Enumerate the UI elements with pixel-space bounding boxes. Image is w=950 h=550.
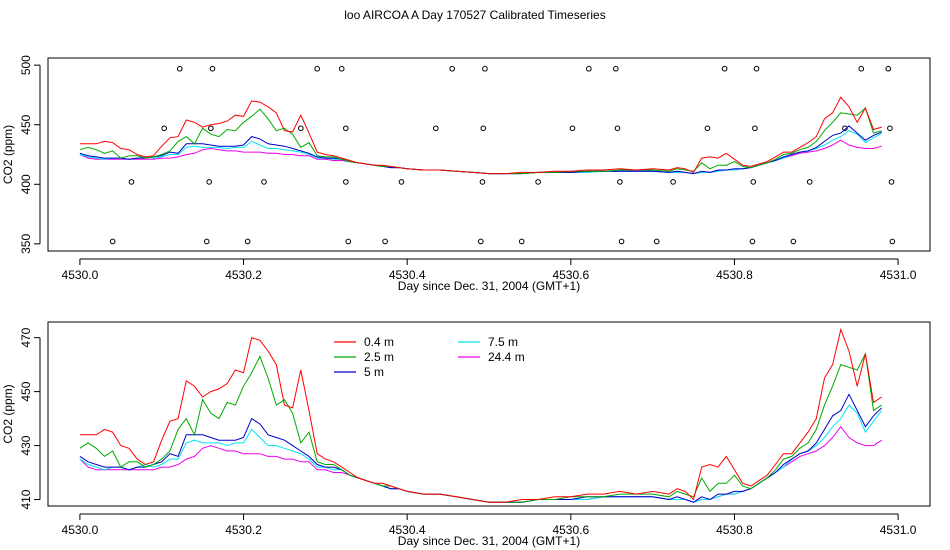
calibration-point: [586, 65, 592, 72]
top-x-tick-label: 4530.2: [225, 268, 262, 282]
calibration-point: [338, 65, 345, 72]
bottom-y-tick-label: 450: [19, 381, 33, 401]
calibration-point: [343, 125, 349, 132]
bottom-x-tick-label: 4530.4: [389, 523, 426, 537]
calibration-point: [753, 65, 760, 72]
top-y-tick-label: 400: [19, 174, 33, 194]
bottom-x-tick-label: 4530.0: [62, 523, 99, 537]
top-series-line: [79, 96, 882, 175]
calibration-point: [749, 238, 756, 245]
top-series-line: [79, 130, 882, 175]
calibration-point: [569, 125, 576, 132]
top-x-tick-label: 4530.0: [62, 268, 99, 282]
calibration-point: [721, 65, 728, 72]
series-line-0-4-m: [79, 327, 882, 503]
calibration-point: [806, 179, 813, 185]
top-x-axis-label: Day since Dec. 31, 2004 (GMT+1): [398, 279, 580, 293]
calibration-point: [345, 238, 352, 245]
calibration-point: [343, 179, 349, 185]
calibration-point: [518, 238, 525, 245]
calibration-point: [479, 179, 486, 185]
legend-label: 24.4 m: [488, 350, 525, 364]
calibration-point: [482, 65, 488, 72]
calibration-point: [382, 238, 388, 245]
calibration-point: [161, 125, 167, 132]
calibration-point: [449, 65, 455, 72]
calibration-point: [314, 65, 320, 72]
top-plot-frame: [47, 57, 931, 252]
calibration-point: [209, 65, 216, 72]
top-series-line: [79, 139, 882, 175]
bottom-x-tick-label: 4530.2: [225, 523, 262, 537]
calibration-point: [653, 238, 660, 245]
calibration-point: [206, 179, 212, 185]
legend-label: 5 m: [364, 365, 384, 379]
top-y-axis-label: CO2 (ppm): [1, 125, 15, 184]
calibration-point: [888, 179, 895, 185]
calibration-point: [889, 238, 896, 245]
calibration-point: [203, 238, 210, 245]
calibration-point: [433, 125, 439, 132]
calibration-point: [750, 179, 757, 185]
top-x-tick-label: 4530.6: [552, 268, 589, 282]
calibration-point: [752, 125, 758, 132]
series-line-7-5-m: [79, 404, 883, 503]
calibration-point: [535, 179, 541, 185]
calibration-point: [618, 238, 625, 245]
legend-label: 7.5 m: [488, 335, 518, 349]
calibration-point: [261, 179, 267, 185]
top-x-tick-label: 4530.4: [389, 268, 426, 282]
calibration-point: [790, 238, 797, 245]
calibration-point: [298, 125, 304, 132]
calibration-point: [670, 179, 676, 185]
legend-label: 0.4 m: [364, 335, 394, 349]
top-x-tick-label: 4531.0: [880, 268, 917, 282]
bottom-y-tick-label: 410: [19, 489, 33, 509]
calibration-point: [480, 125, 487, 132]
series-line-24-4-m: [79, 425, 882, 503]
bottom-plot-frame: [47, 321, 931, 507]
bottom-x-axis-label: Day since Dec. 31, 2004 (GMT+1): [398, 534, 580, 548]
top-y-tick-label: 350: [19, 234, 33, 254]
bottom-y-tick-label: 430: [19, 435, 33, 455]
bottom-y-axis-label: CO2 (ppm): [1, 384, 15, 443]
chart-title: loo AIRCOA A Day 170527 Calibrated Times…: [344, 8, 606, 22]
bottom-y-tick-label: 470: [19, 327, 33, 347]
calibration-point: [128, 179, 135, 185]
calibration-point: [617, 179, 623, 185]
calibration-point: [208, 125, 214, 132]
calibration-point: [613, 65, 619, 72]
bottom-x-tick-label: 4531.0: [880, 523, 917, 537]
series-line-2-5-m: [79, 352, 882, 503]
calibration-point: [398, 179, 405, 185]
calibration-point: [887, 125, 893, 132]
calibration-point: [176, 65, 183, 72]
calibration-point: [842, 125, 848, 132]
top-y-tick-label: 450: [19, 114, 33, 134]
calibration-point: [614, 125, 621, 132]
top-x-tick-label: 4530.8: [716, 268, 753, 282]
calibration-point: [244, 238, 251, 245]
calibration-point: [109, 238, 116, 245]
bottom-x-tick-label: 4530.8: [716, 523, 753, 537]
calibration-point: [478, 238, 484, 245]
top-y-tick-label: 500: [19, 55, 33, 75]
calibration-point: [885, 65, 892, 72]
bottom-x-tick-label: 4530.6: [552, 523, 589, 537]
legend-label: 2.5 m: [364, 350, 394, 364]
calibration-point: [858, 65, 865, 72]
calibration-point: [704, 125, 711, 132]
